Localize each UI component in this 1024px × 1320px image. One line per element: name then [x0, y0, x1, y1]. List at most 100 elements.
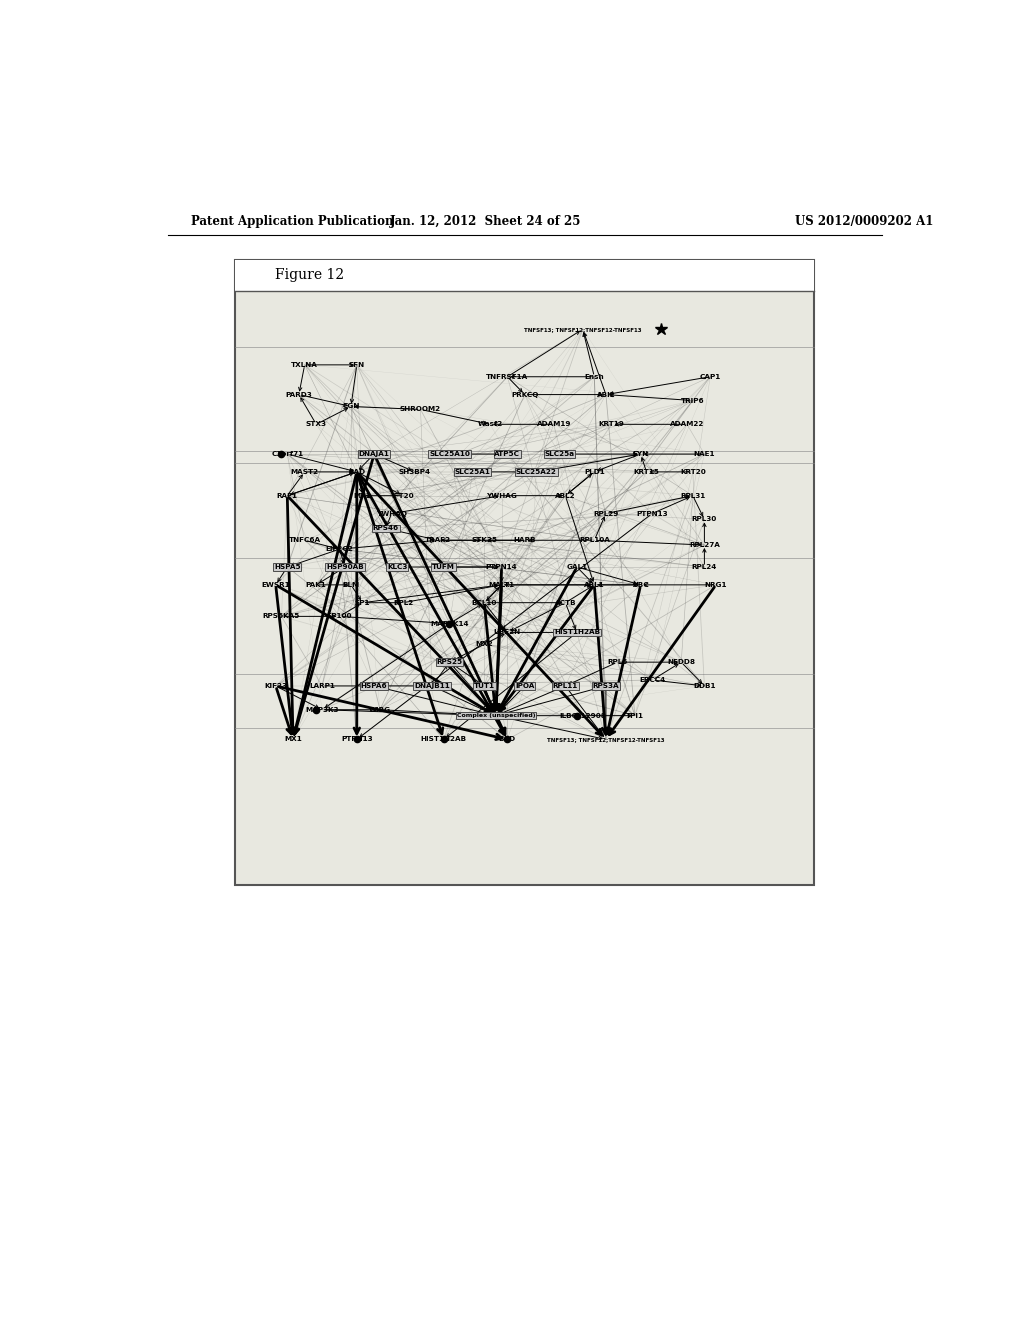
- Text: RPL10A: RPL10A: [579, 537, 609, 544]
- Text: MX1: MX1: [285, 737, 302, 742]
- Text: TXLNA: TXLNA: [291, 362, 318, 368]
- Text: DNAJB11: DNAJB11: [415, 682, 450, 689]
- Text: PTPN14: PTPN14: [485, 564, 517, 570]
- Text: TPI1: TPI1: [626, 713, 644, 718]
- Text: TUFM: TUFM: [432, 564, 455, 570]
- Text: RPS25: RPS25: [436, 659, 463, 665]
- Text: RAF1: RAF1: [276, 492, 298, 499]
- Text: DNAJA1: DNAJA1: [358, 451, 389, 457]
- Text: NEDD8: NEDD8: [668, 659, 695, 665]
- Text: SP100: SP100: [327, 614, 352, 619]
- Text: EWSR1: EWSR1: [261, 582, 290, 587]
- Text: SLC25A1: SLC25A1: [455, 469, 490, 475]
- Text: CAP1: CAP1: [699, 374, 721, 380]
- Text: RPS46: RPS46: [373, 525, 398, 532]
- Text: MX1: MX1: [353, 492, 372, 499]
- Text: IPOA: IPOA: [515, 682, 535, 689]
- Text: KRT15: KRT15: [634, 469, 659, 475]
- Text: GAL1: GAL1: [566, 564, 588, 570]
- Text: MAST2: MAST2: [291, 469, 318, 475]
- Text: PLD1: PLD1: [584, 469, 605, 475]
- Text: SHROOM2: SHROOM2: [400, 407, 441, 412]
- Text: ADAM19: ADAM19: [537, 421, 571, 428]
- Text: FYN: FYN: [633, 451, 649, 457]
- Text: KRT19: KRT19: [599, 421, 625, 428]
- Text: SLC25A22: SLC25A22: [516, 469, 557, 475]
- Text: BAD: BAD: [499, 737, 516, 742]
- Text: Jan. 12, 2012  Sheet 24 of 25: Jan. 12, 2012 Sheet 24 of 25: [389, 215, 581, 228]
- Text: RPL2: RPL2: [393, 599, 414, 606]
- Text: UBC: UBC: [633, 582, 649, 587]
- Text: Figure 12: Figure 12: [274, 268, 344, 282]
- Text: RPL29: RPL29: [593, 511, 618, 516]
- Text: RPS6KA5: RPS6KA5: [263, 614, 300, 619]
- Text: ATP5C: ATP5C: [495, 451, 520, 457]
- Text: DDB1: DDB1: [693, 682, 716, 689]
- Text: STK25: STK25: [471, 537, 498, 544]
- Text: MAP3K3: MAP3K3: [305, 706, 339, 713]
- Text: TNFSF13; TNFSF12;TNFSF12-TNFSF13: TNFSF13; TNFSF12;TNFSF12-TNFSF13: [547, 737, 665, 742]
- Text: TRIP6: TRIP6: [681, 397, 705, 404]
- Text: LARP1: LARP1: [309, 682, 335, 689]
- Text: UBE2N: UBE2N: [494, 630, 521, 635]
- Bar: [236, 260, 814, 886]
- Text: MAP3K14: MAP3K14: [430, 620, 469, 627]
- Text: RPL30: RPL30: [692, 516, 717, 523]
- Text: TRAF2: TRAF2: [425, 537, 451, 544]
- Text: ABI2: ABI2: [597, 392, 615, 397]
- Text: PTPN13: PTPN13: [341, 737, 373, 742]
- Text: SP1: SP1: [355, 599, 371, 606]
- Text: BAD: BAD: [348, 469, 366, 475]
- Text: HSP90AB: HSP90AB: [327, 564, 365, 570]
- Text: IFT20: IFT20: [392, 492, 415, 499]
- Text: PRKCQ: PRKCQ: [511, 392, 539, 397]
- Text: ABL2: ABL2: [555, 492, 575, 499]
- Text: HIST1H2AB: HIST1H2AB: [554, 630, 600, 635]
- Text: RPL31: RPL31: [680, 492, 706, 499]
- Text: C1orf71: C1orf71: [271, 451, 303, 457]
- Text: CGN: CGN: [342, 404, 359, 409]
- Text: HIST1H2AB: HIST1H2AB: [421, 737, 467, 742]
- Text: RPL27A: RPL27A: [689, 543, 720, 548]
- Text: KIF23: KIF23: [264, 682, 287, 689]
- Text: Patent Application Publication: Patent Application Publication: [191, 215, 394, 228]
- Text: ILBG-12908: ILBG-12908: [559, 713, 606, 718]
- Text: HARB: HARB: [513, 537, 537, 544]
- Bar: [236, 260, 814, 290]
- Text: BLM: BLM: [342, 582, 359, 587]
- Text: MX2: MX2: [475, 642, 494, 647]
- Text: NAE1: NAE1: [693, 451, 715, 457]
- Text: SFN: SFN: [349, 362, 365, 368]
- Text: ERCC4: ERCC4: [639, 677, 666, 682]
- Text: ABL1: ABL1: [584, 582, 604, 587]
- Text: PARD3: PARD3: [286, 392, 312, 397]
- Text: NRG1: NRG1: [705, 582, 727, 587]
- Text: EIF2C2: EIF2C2: [326, 546, 353, 552]
- Text: ACTB: ACTB: [555, 599, 577, 606]
- Text: YWHAG: YWHAG: [486, 492, 517, 499]
- Text: PAK1: PAK1: [306, 582, 327, 587]
- Text: RPL5: RPL5: [607, 659, 628, 665]
- Text: ADAM22: ADAM22: [670, 421, 705, 428]
- Text: RPL11: RPL11: [553, 682, 578, 689]
- Text: Ensh: Ensh: [585, 374, 604, 380]
- Text: TNFSF13; TNFSF12;TNFSF12-TNFSF13: TNFSF13; TNFSF12;TNFSF12-TNFSF13: [524, 326, 642, 331]
- Text: SLC25a: SLC25a: [545, 451, 574, 457]
- Text: BCL10: BCL10: [472, 599, 497, 606]
- Text: SLC25A10: SLC25A10: [429, 451, 470, 457]
- Text: US 2012/0009202 A1: US 2012/0009202 A1: [795, 215, 933, 228]
- Text: MALT1: MALT1: [488, 582, 515, 587]
- Text: TNFRSF1A: TNFRSF1A: [486, 374, 528, 380]
- Text: STX3: STX3: [306, 421, 327, 428]
- Text: PTPN13: PTPN13: [637, 511, 668, 516]
- Text: KRT20: KRT20: [680, 469, 706, 475]
- Text: Complex (unspecified): Complex (unspecified): [457, 713, 536, 718]
- Text: HSPA5: HSPA5: [274, 564, 301, 570]
- Text: RPL24: RPL24: [692, 564, 717, 570]
- Text: RPS3A: RPS3A: [593, 682, 620, 689]
- Text: TNFC6A: TNFC6A: [289, 537, 321, 544]
- Text: KLC3: KLC3: [387, 564, 408, 570]
- Text: WIBG: WIBG: [369, 706, 391, 713]
- Text: TUT1: TUT1: [474, 682, 495, 689]
- Text: YWHAQ: YWHAQ: [376, 511, 408, 516]
